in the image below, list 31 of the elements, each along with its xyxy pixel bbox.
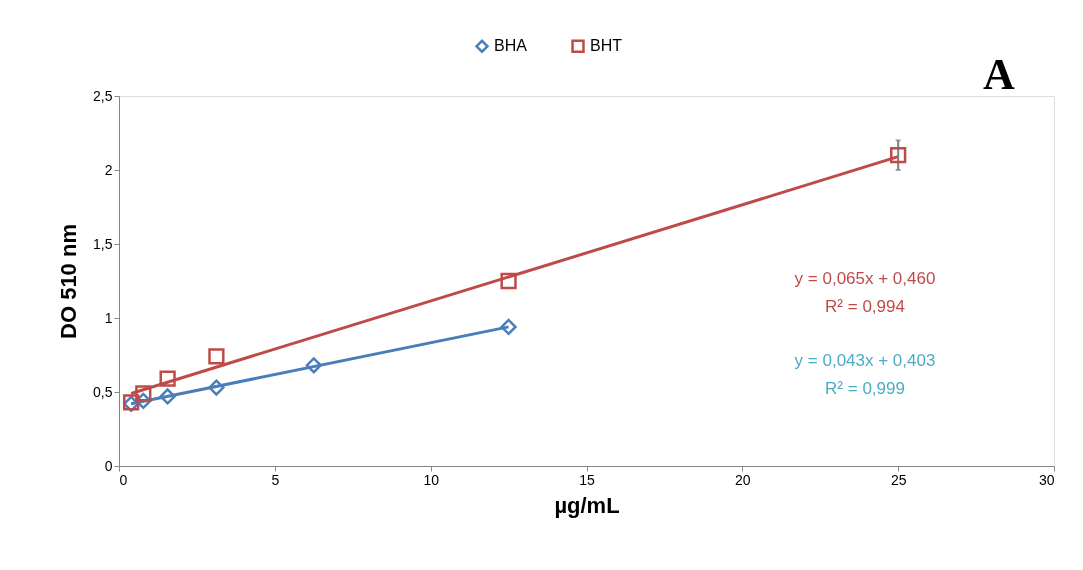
x-tick-label: 25 <box>890 471 907 488</box>
annotation: R² = 0,994 <box>825 297 905 316</box>
annotation: R² = 0,999 <box>825 379 905 398</box>
annotation: y = 0,065x + 0,460 <box>794 269 936 288</box>
point <box>500 272 517 290</box>
legend-label: BHT <box>590 37 623 55</box>
y-tick-label: 0,5 <box>93 383 113 400</box>
point <box>159 388 176 405</box>
y-tick-label: 1 <box>104 309 113 326</box>
point <box>208 348 225 365</box>
x-tick-label: 15 <box>579 471 595 488</box>
x-tick-label: 0 <box>119 471 128 488</box>
chart-title: A <box>983 50 1016 99</box>
point <box>305 357 322 374</box>
y-tick-label: 1,5 <box>93 235 113 252</box>
y-axis-title: DO 510 nm <box>56 224 82 339</box>
y-tick-label: 2,5 <box>93 87 113 104</box>
point <box>890 147 907 164</box>
legend-label: BHA <box>494 37 528 55</box>
x-tick-label: 5 <box>271 471 280 488</box>
point <box>500 318 517 336</box>
point <box>208 379 225 396</box>
x-axis-title: µg/mL <box>554 492 620 518</box>
x-tick-label: 20 <box>735 471 751 488</box>
point <box>159 370 176 387</box>
y-tick-label: 0 <box>104 457 113 474</box>
point <box>135 385 152 402</box>
x-tick-label: 10 <box>423 471 440 488</box>
annotation: y = 0,043x + 0,403 <box>794 351 936 370</box>
y-tick-label: 2 <box>104 161 113 178</box>
x-tick-label: 30 <box>1038 471 1055 488</box>
